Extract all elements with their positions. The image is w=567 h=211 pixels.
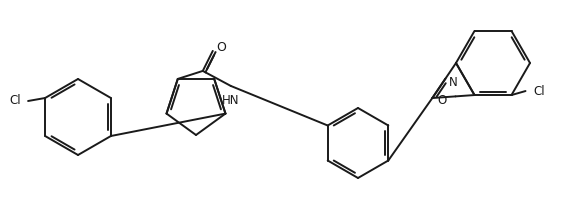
Text: Cl: Cl [534, 85, 545, 97]
Text: O: O [216, 41, 226, 54]
Text: HN: HN [222, 94, 239, 107]
Text: O: O [437, 94, 446, 107]
Text: Cl: Cl [10, 95, 21, 107]
Text: N: N [450, 76, 458, 89]
